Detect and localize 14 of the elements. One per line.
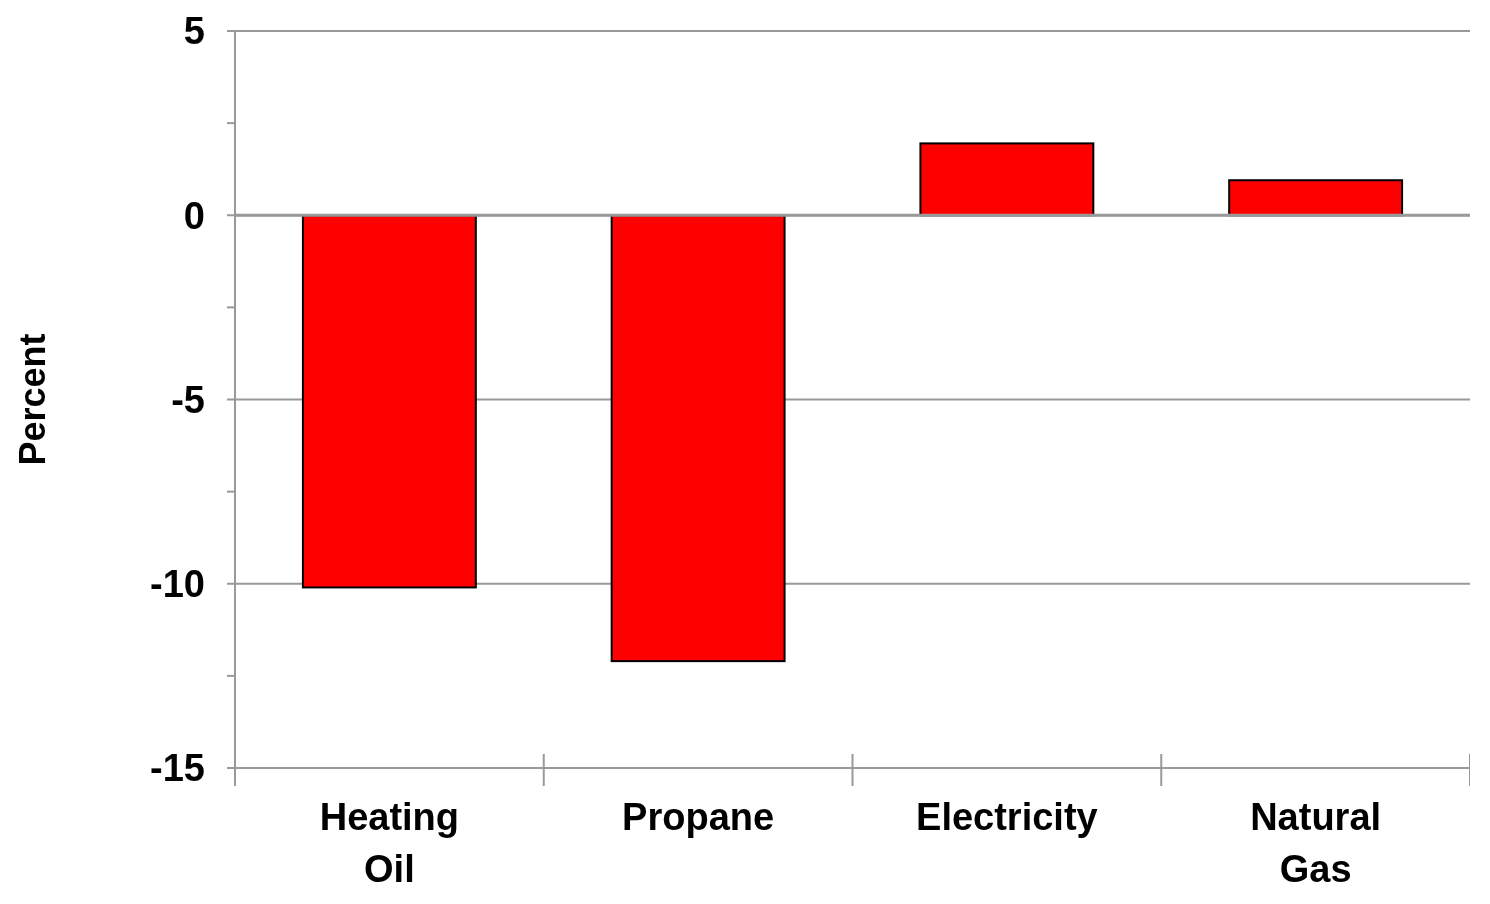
bar <box>1228 179 1404 217</box>
y-tick-label: 0 <box>183 194 205 237</box>
bar <box>919 142 1095 217</box>
y-axis-title: Percent <box>12 333 53 466</box>
x-tick-label: Propane <box>622 796 775 838</box>
y-tick-label: -5 <box>171 378 205 421</box>
x-tick-label: Heating Oil <box>319 796 460 890</box>
x-tick-label: Natural Gas <box>1250 796 1382 890</box>
x-tick-label: Electricity <box>916 796 1098 838</box>
bar <box>301 214 477 589</box>
y-tick-label: 5 <box>183 10 205 53</box>
y-tick-label: -10 <box>150 563 205 606</box>
y-tick-label: -15 <box>150 747 205 790</box>
bar <box>610 214 786 663</box>
